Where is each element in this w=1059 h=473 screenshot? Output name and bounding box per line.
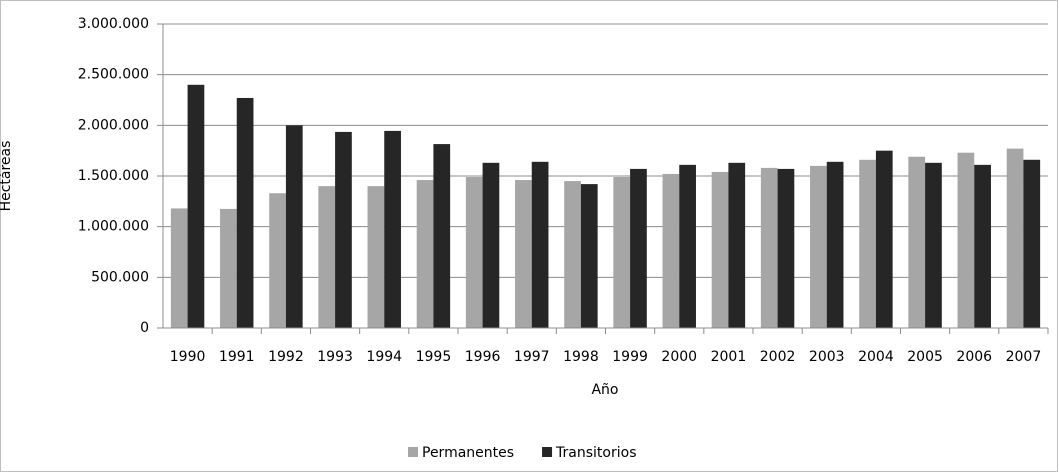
x-tick-label: 1997 bbox=[514, 349, 550, 365]
y-axis-label: Hectáreas bbox=[0, 141, 14, 212]
bar bbox=[728, 162, 746, 328]
bar bbox=[613, 177, 631, 328]
x-tick-label: 2004 bbox=[858, 349, 894, 365]
bar bbox=[170, 208, 188, 328]
bar bbox=[318, 186, 336, 328]
bar bbox=[760, 167, 778, 328]
y-tick-label: 2.500.000 bbox=[78, 67, 149, 83]
bar bbox=[580, 184, 598, 328]
x-tick-label: 1994 bbox=[366, 349, 402, 365]
x-tick-label: 2000 bbox=[661, 349, 697, 365]
bar bbox=[875, 150, 893, 328]
x-tick-label: 2007 bbox=[1006, 349, 1042, 365]
bar bbox=[285, 125, 303, 328]
legend-swatch bbox=[542, 447, 553, 457]
bar bbox=[1006, 148, 1024, 328]
bar bbox=[367, 186, 385, 328]
bar bbox=[482, 162, 500, 328]
bar bbox=[859, 159, 876, 328]
x-tick-label: 1998 bbox=[563, 349, 599, 365]
y-tick-label: 1.000.000 bbox=[78, 219, 149, 235]
bar bbox=[465, 177, 483, 328]
bar bbox=[531, 161, 549, 328]
y-tick-label: 1.500.000 bbox=[78, 168, 149, 184]
legend-label: Permanentes bbox=[422, 445, 514, 461]
x-axis-label: Año bbox=[591, 382, 618, 398]
y-tick-label: 2.000.000 bbox=[78, 117, 149, 133]
bar bbox=[679, 164, 696, 328]
legend-swatch bbox=[408, 447, 418, 457]
x-tick-label: 1990 bbox=[170, 349, 206, 365]
x-tick-label: 1996 bbox=[465, 349, 501, 365]
x-tick-label: 2003 bbox=[809, 349, 845, 365]
x-tick-label: 2002 bbox=[760, 349, 796, 365]
bar bbox=[974, 164, 991, 328]
y-tick-label: 500.000 bbox=[91, 269, 149, 285]
bar bbox=[1023, 159, 1041, 328]
bar bbox=[416, 180, 434, 328]
x-tick-label: 1999 bbox=[612, 349, 648, 365]
bar bbox=[630, 168, 647, 328]
bar bbox=[711, 171, 729, 328]
bar bbox=[925, 162, 942, 328]
bar bbox=[515, 180, 532, 328]
bar bbox=[662, 173, 680, 328]
bar bbox=[564, 181, 581, 328]
x-tick-label: 2005 bbox=[907, 349, 943, 365]
y-tick-label: 0 bbox=[140, 320, 149, 336]
x-tick-label: 1993 bbox=[317, 349, 353, 365]
bar bbox=[908, 156, 926, 328]
bar bbox=[220, 208, 237, 328]
bar bbox=[433, 144, 451, 328]
x-tick-label: 1991 bbox=[219, 349, 255, 365]
x-tick-label: 1992 bbox=[268, 349, 304, 365]
bar bbox=[335, 131, 352, 328]
bar bbox=[384, 130, 401, 328]
bar bbox=[777, 168, 795, 328]
bar bbox=[810, 165, 827, 328]
bar bbox=[826, 161, 844, 328]
legend-label: Transitorios bbox=[555, 445, 636, 461]
bar bbox=[187, 84, 205, 328]
bar bbox=[236, 97, 254, 329]
x-tick-label: 1995 bbox=[416, 349, 452, 365]
x-tick-label: 2001 bbox=[711, 349, 747, 365]
bar bbox=[269, 193, 286, 328]
bar bbox=[957, 152, 975, 328]
x-tick-label: 2006 bbox=[956, 349, 992, 365]
y-tick-label: 3.000.000 bbox=[78, 16, 149, 32]
